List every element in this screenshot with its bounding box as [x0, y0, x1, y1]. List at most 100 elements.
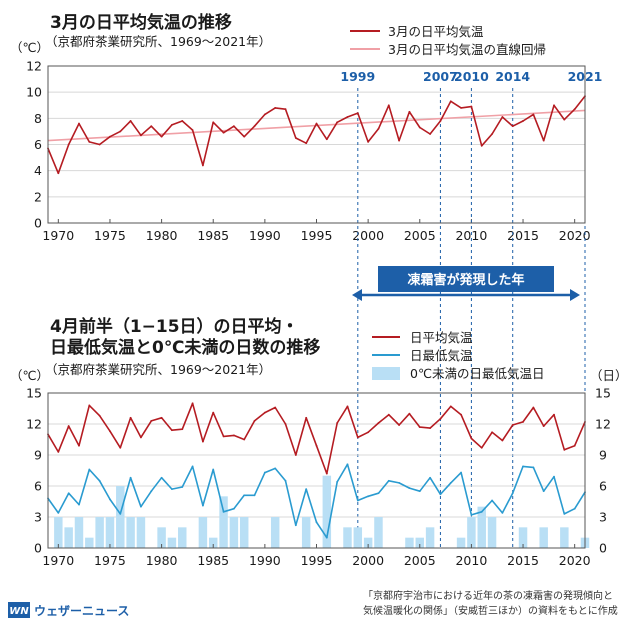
chart2-frost-days-bar [74, 517, 84, 548]
chart1-point [387, 104, 390, 107]
chart2-min-point [263, 471, 266, 474]
chart1-x-tick-label: 1975 [94, 228, 126, 243]
chart1-trend-line [47, 109, 586, 142]
chart1-grid [48, 91, 585, 198]
chart1-point [470, 105, 473, 108]
chart1-point [67, 143, 70, 146]
chart2-min-point [387, 479, 390, 482]
chart2-min-point [491, 499, 493, 502]
chart2-mean-point [119, 446, 122, 449]
chart2-frost-days-bar [518, 527, 528, 548]
chart2-min-point [222, 510, 225, 513]
chart2-min-point [553, 475, 555, 478]
chart2-min-point [346, 463, 349, 466]
chart1-x-tick-label: 1990 [249, 228, 281, 243]
chart2-min-point [294, 524, 297, 527]
chart2-mean-point [109, 430, 111, 433]
chart2-min-point [160, 476, 163, 479]
chart1-point [501, 116, 504, 118]
chart2-min-point [150, 490, 153, 493]
chart2-min-point [243, 494, 246, 497]
chart2-line-mean-temp [47, 402, 586, 475]
chart2-mean-point [563, 448, 566, 451]
chart2-min-point [315, 521, 318, 524]
chart2-min-point [439, 493, 442, 496]
chart1-point [408, 110, 411, 113]
frost-banner-arrow-right [570, 289, 580, 301]
chart2-frost-days-bar [198, 517, 208, 548]
chart2-mean-point [367, 431, 370, 434]
chart2-frost-days-bar [85, 537, 94, 548]
chart2-x-tick-label: 2015 [507, 553, 539, 568]
legend1-label-temp: 3月の日平均気温 [388, 24, 484, 39]
chart2-frost-days-bar [157, 527, 166, 548]
chart2-mean-point [263, 411, 266, 414]
highlight-year-label: 2010 [454, 69, 489, 84]
chart2-mean-point [222, 435, 225, 438]
chart2-mean-point [470, 437, 473, 440]
chart2-frost-days-bar [54, 517, 63, 548]
chart2-mean-point [377, 422, 380, 424]
chart1-point [171, 123, 173, 126]
chart2-min-point [98, 479, 101, 482]
chart1-point [356, 112, 359, 114]
chart2-min-point [181, 486, 184, 488]
chart1-x-tick-label: 2000 [352, 228, 384, 243]
chart2-min-point [57, 511, 60, 514]
chart2-frost-days-bar [363, 537, 373, 548]
chart2-y-tick-label-right: 6 [599, 479, 607, 494]
chart1-point [222, 131, 225, 134]
chart2-mean-point [191, 402, 194, 405]
chart2-frost-days-bar [477, 506, 486, 548]
chart1-point [274, 106, 277, 109]
chart2-mean-point [88, 404, 91, 407]
chart1-y-tick-label: 2 [34, 189, 42, 204]
chart2-min-point [573, 507, 576, 510]
chart1-point [212, 121, 215, 124]
chart2-y-tick-label-left: 15 [26, 386, 42, 401]
chart2-x-tick-label: 1975 [94, 553, 126, 568]
chart1-point [398, 139, 401, 142]
chart2-min-point [78, 503, 80, 506]
chart2-min-point [325, 536, 328, 539]
chart1-point [522, 120, 524, 122]
chart2-min-point [88, 468, 91, 471]
frost-banner-label: 凍霜害が発現した年 [407, 272, 524, 288]
chart2-min-point [480, 510, 483, 513]
chart2-mean-point [140, 436, 142, 439]
chart1-point [336, 121, 339, 124]
chart2-x-tick-label: 1995 [301, 553, 333, 568]
chart1-y-axis: 0 2 4 6 8 10 12 [26, 59, 42, 231]
chart2-mean-point [294, 454, 297, 456]
chart1-point [563, 118, 566, 121]
chart2-mean-point [501, 439, 504, 442]
chart2-mean-point [181, 428, 184, 431]
chart1-x-tick-label: 2015 [507, 228, 539, 243]
chart1-point [243, 135, 246, 138]
chart2-mean-point [212, 411, 215, 414]
chart1-frame [47, 65, 586, 224]
chart2-mean-point [171, 429, 173, 432]
chart2-mean-point [449, 405, 452, 408]
chart2-x-tick-label: 2010 [455, 553, 487, 568]
chart2-y-tick-label-right: 12 [595, 417, 611, 432]
chart2-min-point [367, 495, 370, 498]
chart2-frost-days-bar [167, 537, 177, 548]
chart1-point [263, 113, 266, 116]
chart2-min-point [398, 482, 401, 484]
chart2-min-point [449, 482, 452, 484]
chart2-frost-days-bar [353, 527, 363, 548]
chart2-mean-point [78, 444, 80, 447]
chart2-frost-days-bar [219, 496, 228, 548]
chart2-y-axis: 0 0 3 3 6 6 9 9 12 12 15 15 [26, 386, 611, 556]
chart2-min-point [356, 499, 359, 502]
chart2-frost-days-bar [64, 527, 73, 548]
chart2-mean-point [573, 444, 576, 447]
legend2-label-mean: 日平均気温 [410, 330, 473, 345]
chart2-mean-point [480, 446, 483, 449]
chart2-min-point [274, 467, 277, 470]
chart2-y-unit-left: （℃） [10, 368, 49, 383]
chart2-frame [47, 392, 586, 549]
chart2-min-point [253, 494, 256, 497]
